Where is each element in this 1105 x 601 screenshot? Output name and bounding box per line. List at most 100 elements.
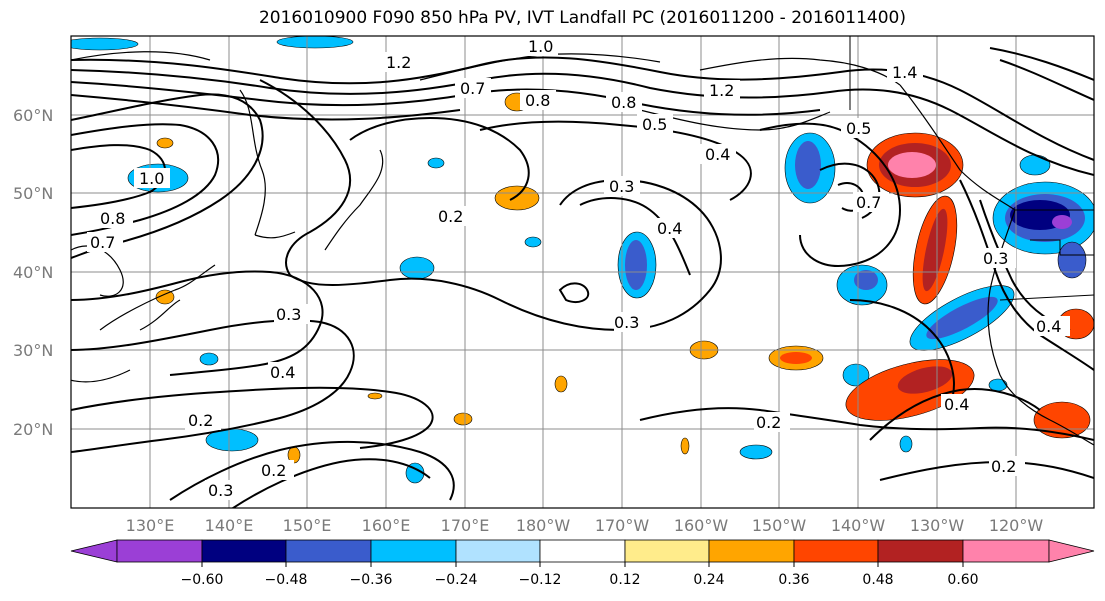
neg-patch-ne-1-core bbox=[795, 141, 821, 189]
colorbar-tick-label: 0.48 bbox=[862, 572, 893, 588]
colorbar-tick-labels: −0.60 −0.48 −0.36 −0.24 −0.12 0.12 0.24 … bbox=[181, 572, 979, 588]
pos-patch-small-2 bbox=[155, 289, 175, 305]
contour-label: 1.0 bbox=[528, 37, 553, 56]
lat-label: 50°N bbox=[13, 184, 53, 203]
colorbar-tick-label: 0.24 bbox=[693, 572, 724, 588]
colorbar-cell bbox=[877, 539, 964, 563]
contour-label: 0.2 bbox=[261, 461, 286, 480]
contour-label: 0.3 bbox=[208, 481, 233, 500]
neg-patch-small-6 bbox=[739, 444, 773, 460]
lon-label: 150°W bbox=[752, 516, 807, 535]
lat-label: 40°N bbox=[13, 263, 53, 282]
lat-label: 30°N bbox=[13, 341, 53, 360]
contour-label: 0.2 bbox=[756, 413, 781, 432]
contour-label: 0.5 bbox=[642, 115, 667, 134]
colorbar-tick-label: −0.36 bbox=[350, 572, 393, 588]
longitude-axis: 130°E 140°E 150°E 160°E 170°E 180°W 170°… bbox=[126, 516, 1044, 535]
neg-patch-nw-america-peak bbox=[1052, 215, 1072, 229]
colorbar-tick-label: 0.60 bbox=[947, 572, 978, 588]
lat-label: 20°N bbox=[13, 420, 53, 439]
neg-patch-mid-pacific bbox=[399, 256, 435, 280]
colorbar-cell bbox=[285, 539, 372, 563]
neg-patch-central-core bbox=[625, 240, 647, 290]
contour-label: 0.4 bbox=[1036, 317, 1061, 336]
latitude-axis: 60°N 50°N 40°N 30°N 20°N bbox=[13, 106, 53, 439]
neg-patch-top-center bbox=[276, 36, 354, 49]
contour-label: 1.0 bbox=[139, 169, 164, 188]
pos-patch-small-4-core bbox=[780, 352, 812, 364]
colorbar-cell bbox=[793, 539, 879, 563]
pos-patch-small-5 bbox=[453, 412, 473, 426]
colorbar-cell bbox=[624, 539, 710, 563]
contour-label-group: 1.0 1.2 0.7 0.8 0.8 0.5 1.2 1.4 0.4 0.3 … bbox=[87, 36, 1070, 500]
pos-patch-small-9 bbox=[680, 437, 690, 455]
colorbar-cell bbox=[1048, 539, 1095, 563]
colorbar-ticks bbox=[201, 562, 964, 567]
pos-patch-subtropical-core bbox=[897, 366, 953, 394]
contour-label: 0.3 bbox=[614, 313, 639, 332]
colorbar-cell bbox=[116, 539, 203, 563]
contour-label: 0.4 bbox=[657, 219, 682, 238]
neg-patch-small-3 bbox=[199, 352, 219, 366]
colorbar-cell bbox=[70, 539, 118, 563]
neg-patch-small-7 bbox=[899, 435, 913, 453]
plot-frame bbox=[70, 35, 1095, 509]
contour-label: 0.4 bbox=[944, 395, 969, 414]
lon-label: 140°E bbox=[205, 516, 254, 535]
contour-label: 0.2 bbox=[991, 457, 1016, 476]
lon-label: 160°E bbox=[362, 516, 411, 535]
pos-patch-small-8 bbox=[367, 392, 383, 400]
contour-label: 0.8 bbox=[611, 93, 636, 112]
contour-label: 0.8 bbox=[100, 209, 125, 228]
pos-patch-mid-1 bbox=[494, 185, 540, 211]
neg-patch-ne-4 bbox=[1019, 154, 1051, 176]
pos-patch-plume-core bbox=[922, 208, 948, 292]
contour-label: 0.4 bbox=[270, 363, 295, 382]
pos-patch-gulf-alaska-core bbox=[888, 152, 936, 178]
colorbar-tick-label: 0.36 bbox=[778, 572, 809, 588]
colorbar-cell bbox=[370, 539, 457, 563]
contour-label: 0.3 bbox=[609, 177, 634, 196]
contour-label: 0.2 bbox=[438, 207, 463, 226]
pos-patch-small-6 bbox=[554, 375, 568, 393]
contour-label: 0.5 bbox=[846, 119, 871, 138]
neg-patch-ne-3 bbox=[842, 363, 870, 387]
neg-patch-coast-core bbox=[926, 296, 998, 340]
contour-label: 1.2 bbox=[386, 53, 411, 72]
contour-label: 1.2 bbox=[709, 81, 734, 100]
colorbar-tick-label: −0.60 bbox=[181, 572, 224, 588]
contour-label: 0.8 bbox=[525, 91, 550, 110]
colorbar-tick-label: −0.24 bbox=[435, 572, 478, 588]
colorbar-tick-label: 0.12 bbox=[609, 572, 640, 588]
contour-label: 0.7 bbox=[90, 233, 115, 252]
colorbar bbox=[70, 539, 1095, 563]
lat-label: 60°N bbox=[13, 106, 53, 125]
pos-patch-small-1 bbox=[156, 137, 174, 149]
lon-label: 170°E bbox=[441, 516, 490, 535]
colorbar-cell bbox=[708, 539, 795, 563]
lon-label: 130°W bbox=[910, 516, 965, 535]
colorbar-cell bbox=[962, 539, 1050, 563]
colorbar-tick-label: −0.48 bbox=[265, 572, 308, 588]
lon-label: 180°W bbox=[516, 516, 571, 535]
boundaries bbox=[849, 36, 1094, 301]
colorbar-cell bbox=[201, 539, 287, 563]
colorbar-tick-label: −0.12 bbox=[519, 572, 562, 588]
contour-label: 0.3 bbox=[983, 249, 1008, 268]
neg-patch-small-1 bbox=[427, 157, 445, 169]
map-title: 2016010900 F090 850 hPa PV, IVT Landfall… bbox=[258, 8, 906, 28]
contour-label: 0.7 bbox=[856, 193, 881, 212]
lon-label: 120°W bbox=[989, 516, 1044, 535]
neg-patch-topleft bbox=[71, 37, 139, 51]
contour-label: 0.3 bbox=[276, 305, 301, 324]
lon-label: 170°W bbox=[595, 516, 650, 535]
lon-label: 160°W bbox=[674, 516, 729, 535]
neg-patch-ne-2-core bbox=[854, 270, 878, 290]
neg-patch-east bbox=[1057, 241, 1087, 279]
lon-label: 150°E bbox=[283, 516, 332, 535]
neg-patch-small-2 bbox=[524, 236, 542, 248]
neg-patch-small-5 bbox=[988, 378, 1008, 392]
contour-label: 0.4 bbox=[705, 145, 730, 164]
contour-label: 0.7 bbox=[460, 79, 485, 98]
